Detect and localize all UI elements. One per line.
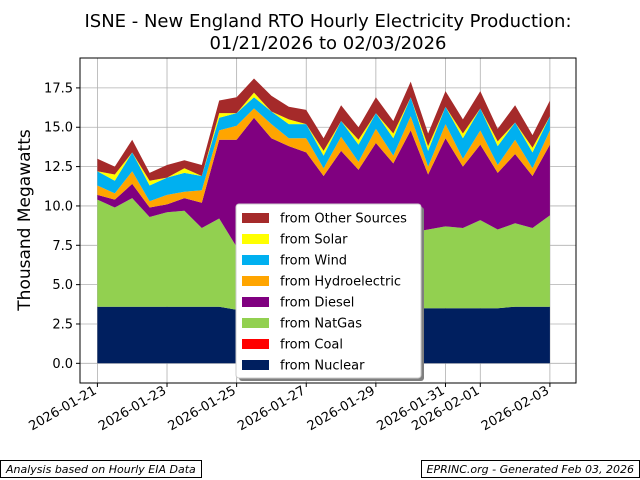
y-tick-label: 10.0 [44,199,73,214]
y-tick-label: 7.5 [52,239,73,254]
chart-title-line2: 01/21/2026 to 02/03/2026 [209,33,446,54]
legend-label-solar: from Solar [280,233,348,248]
y-tick-label: 2.5 [52,317,73,332]
legend-swatch-other-sources [242,213,269,223]
legend-label-wind: from Wind [280,254,347,269]
y-tick-label: 0.0 [52,357,73,372]
area-diesel [97,117,550,247]
legend-swatch-wind [242,255,269,265]
x-tick-label: 2026-01-29 [305,383,378,434]
chart-title-line1: ISNE - New England RTO Hourly Electricit… [84,11,571,32]
y-axis: 0.0 2.5 5.0 7.5 10.0 12.5 15.0 17.5 [44,81,80,372]
legend-swatch-hydroelectric [242,276,269,286]
legend-swatch-natgas [242,318,269,328]
legend-swatch-solar [242,234,269,244]
x-tick-label: 2026-01-21 [26,383,99,434]
plot-frame [79,57,577,384]
legend-swatch-diesel [242,297,269,307]
legend-box [235,203,422,379]
y-tick-label: 17.5 [44,81,73,96]
area-hydroelectric [97,108,550,208]
x-axis: 2026-01-212026-01-232026-01-252026-01-27… [26,383,552,434]
footer-data-source: Analysis based on Hourly EIA Data [0,460,202,478]
y-tick-label: 5.0 [52,278,73,293]
legend-swatch-nuclear [242,360,269,370]
y-tick-label: 15.0 [44,121,73,136]
legend: from Other Sources from Solar from Wind fro… [235,203,424,381]
area-wind [97,97,550,202]
legend-label-hydroelectric: from Hydroelectric [280,275,401,290]
x-tick-label: 2026-01-25 [166,383,239,434]
x-tick-label: 2026-02-03 [479,383,552,434]
legend-label-natgas: from NatGas [280,317,362,332]
legend-label-nuclear: from Nuclear [280,359,365,374]
legend-swatch-coal [242,339,269,349]
legend-label-diesel: from Diesel [280,296,354,311]
x-tick-label: 2026-01-23 [96,383,169,434]
y-tick-label: 12.5 [44,160,73,175]
legend-label-other-sources: from Other Sources [280,212,407,227]
x-tick-label: 2026-01-27 [235,383,308,434]
legend-label-coal: from Coal [280,338,343,353]
y-axis-label: Thousand Megawatts [15,129,35,312]
footer-generated-credit: EPRINC.org - Generated Feb 03, 2026 [420,460,640,478]
